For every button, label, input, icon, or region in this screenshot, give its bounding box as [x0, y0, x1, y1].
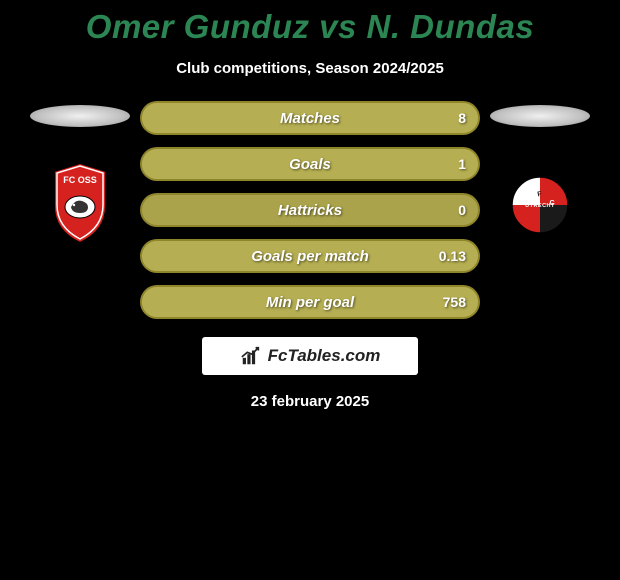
stat-label: Min per goal: [266, 294, 354, 311]
stat-row: Min per goal 758: [140, 285, 480, 319]
stat-value-right: 8: [458, 110, 466, 126]
subtitle: Club competitions, Season 2024/2025: [0, 60, 620, 77]
left-player-column: FC OSS: [20, 101, 140, 246]
page-title: Omer Gunduz vs N. Dundas: [0, 0, 620, 46]
round-badge-icon: F C UTRECHT: [510, 161, 570, 246]
stat-value-right: 1: [458, 156, 466, 172]
date-text: 23 february 2025: [0, 393, 620, 410]
stat-row: Goals 1: [140, 147, 480, 181]
right-player-avatar: [490, 105, 590, 127]
stat-rows: Matches 8 Goals 1 Hattricks 0 Goals per match 0…: [140, 101, 480, 319]
stat-value-right: 0: [458, 202, 466, 218]
stat-row: Hattricks 0: [140, 193, 480, 227]
stat-label: Hattricks: [278, 202, 342, 219]
stat-label: Goals per match: [251, 248, 369, 265]
bar-chart-icon: [240, 345, 262, 367]
stat-label: Matches: [280, 110, 340, 127]
stat-value-right: 0.13: [439, 248, 466, 264]
stat-value-right: 758: [443, 294, 466, 310]
shield-icon: FC OSS: [50, 161, 110, 246]
right-club-badge: F C UTRECHT: [510, 161, 570, 246]
brand-text: FcTables.com: [268, 346, 381, 366]
left-club-badge: FC OSS: [50, 161, 110, 246]
stat-row: Goals per match 0.13: [140, 239, 480, 273]
right-player-column: F C UTRECHT: [480, 101, 600, 246]
stat-label: Goals: [289, 156, 331, 173]
comparison-area: FC OSS Matches 8 Goals 1 Hattricks 0 Goals per…: [0, 101, 620, 319]
svg-text:FC OSS: FC OSS: [63, 175, 97, 185]
stat-row: Matches 8: [140, 101, 480, 135]
svg-text:UTRECHT: UTRECHT: [525, 203, 555, 209]
left-player-avatar: [30, 105, 130, 127]
brand-box[interactable]: FcTables.com: [202, 337, 418, 375]
